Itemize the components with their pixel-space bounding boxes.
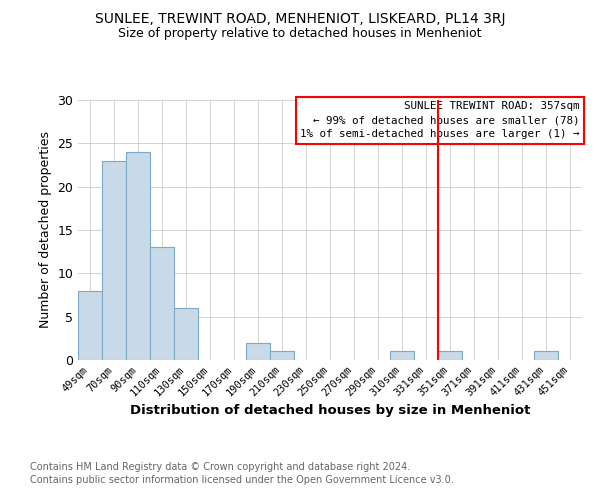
Bar [246, 342, 270, 360]
Bar [438, 352, 462, 360]
Bar [102, 160, 126, 360]
Y-axis label: Number of detached properties: Number of detached properties [39, 132, 52, 328]
X-axis label: Distribution of detached houses by size in Menheniot: Distribution of detached houses by size … [130, 404, 530, 417]
Text: SUNLEE TREWINT ROAD: 357sqm
← 99% of detached houses are smaller (78)
1% of semi: SUNLEE TREWINT ROAD: 357sqm ← 99% of det… [300, 102, 580, 140]
Bar [150, 248, 174, 360]
Bar [126, 152, 150, 360]
Bar [174, 308, 198, 360]
Text: SUNLEE, TREWINT ROAD, MENHENIOT, LISKEARD, PL14 3RJ: SUNLEE, TREWINT ROAD, MENHENIOT, LISKEAR… [95, 12, 505, 26]
Text: Size of property relative to detached houses in Menheniot: Size of property relative to detached ho… [118, 28, 482, 40]
Bar [270, 352, 294, 360]
Bar [390, 352, 414, 360]
Text: Contains HM Land Registry data © Crown copyright and database right 2024.: Contains HM Land Registry data © Crown c… [30, 462, 410, 472]
Bar [78, 290, 102, 360]
Text: Contains public sector information licensed under the Open Government Licence v3: Contains public sector information licen… [30, 475, 454, 485]
Bar [534, 352, 558, 360]
